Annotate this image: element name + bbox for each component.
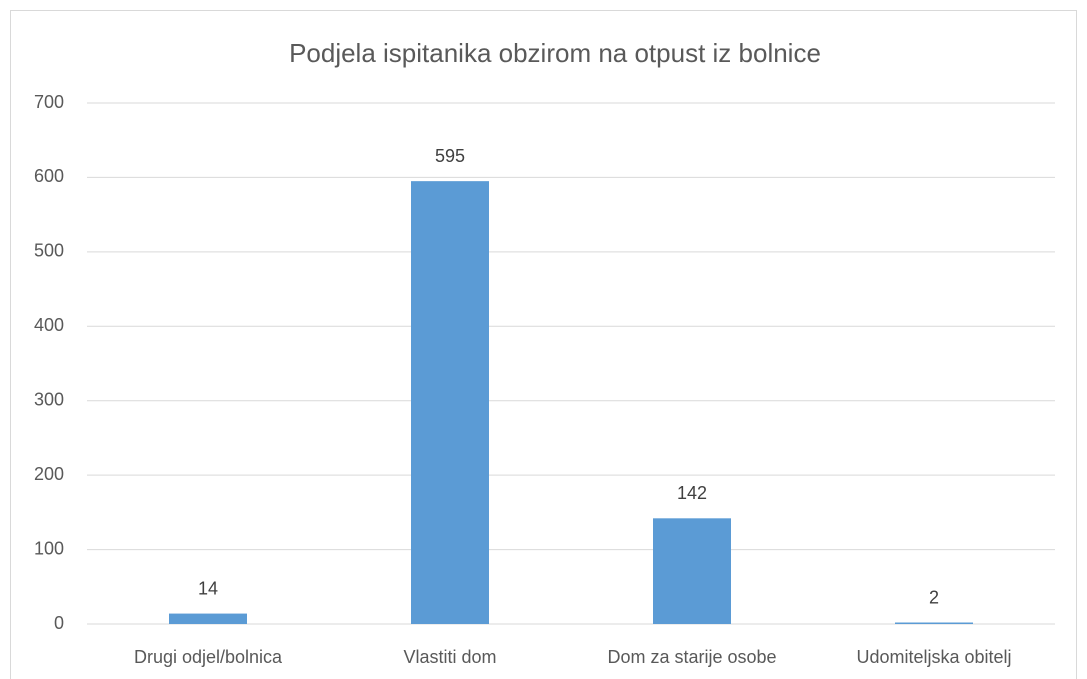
y-tick-label: 0 bbox=[54, 613, 64, 633]
bar bbox=[411, 181, 489, 624]
y-tick-label: 100 bbox=[34, 538, 64, 558]
bar bbox=[895, 622, 973, 624]
y-tick-label: 700 bbox=[34, 92, 64, 112]
bar bbox=[653, 518, 731, 624]
x-tick-label: Udomiteljska obitelj bbox=[856, 647, 1011, 667]
y-tick-label: 600 bbox=[34, 166, 64, 186]
chart-border bbox=[10, 10, 1077, 679]
bar bbox=[169, 613, 247, 624]
y-tick-label: 200 bbox=[34, 464, 64, 484]
data-label: 142 bbox=[677, 483, 707, 503]
data-label: 595 bbox=[435, 146, 465, 166]
data-label: 2 bbox=[929, 587, 939, 607]
y-tick-label: 500 bbox=[34, 241, 64, 261]
x-tick-label: Dom za starije osobe bbox=[607, 647, 776, 667]
y-tick-label: 300 bbox=[34, 389, 64, 409]
x-tick-label: Vlastiti dom bbox=[403, 647, 496, 667]
x-tick-label: Drugi odjel/bolnica bbox=[134, 647, 283, 667]
data-label: 14 bbox=[198, 578, 218, 598]
y-tick-label: 400 bbox=[34, 315, 64, 335]
chart-title: Podjela ispitanika obzirom na otpust iz … bbox=[289, 38, 821, 68]
